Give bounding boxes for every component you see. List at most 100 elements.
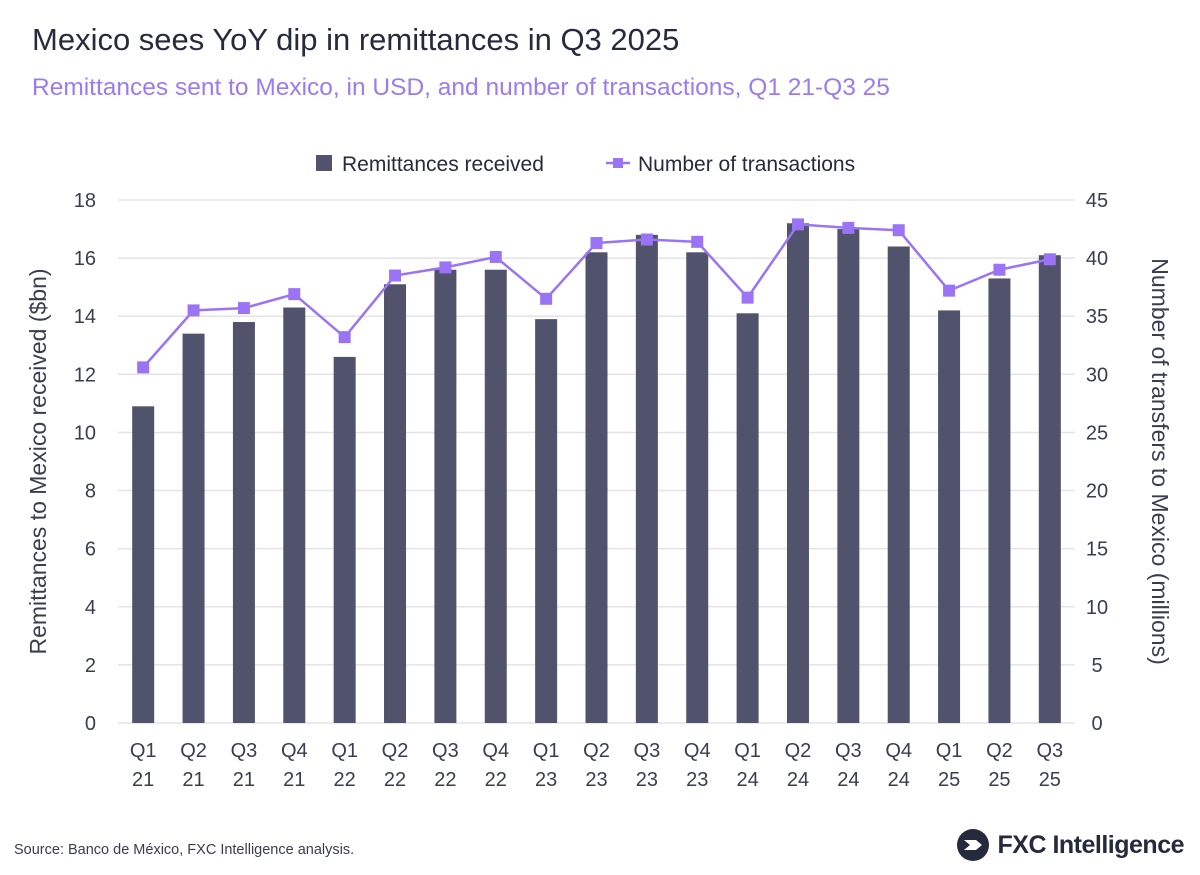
- point-q1-24: [741, 291, 754, 304]
- y-axis-label: Remittances to Mexico received ($bn): [25, 268, 51, 654]
- bar-q1-21: [132, 406, 155, 723]
- point-q3-23: [640, 233, 653, 246]
- y2-tick-label: 15: [1086, 539, 1108, 561]
- point-q4-22: [489, 250, 502, 263]
- legend-marker-swatch: [613, 158, 623, 168]
- chart-subtitle: Remittances sent to Mexico, in USD, and …: [32, 74, 890, 101]
- bar-q2-22: [384, 284, 407, 723]
- x-tick-label-quarter: Q3: [432, 740, 459, 762]
- point-q2-21: [187, 304, 200, 317]
- x-tick-label-quarter: Q1: [331, 740, 358, 762]
- bar-q3-21: [232, 322, 255, 723]
- x-tick-label-year: 24: [888, 769, 910, 791]
- x-tick-label-year: 23: [686, 769, 708, 791]
- bar-q2-24: [786, 223, 809, 723]
- bar-q1-23: [535, 319, 558, 723]
- point-q3-22: [439, 261, 452, 274]
- y2-tick-label: 30: [1086, 364, 1108, 386]
- y-tick-label: 2: [85, 655, 96, 677]
- bar-q3-24: [837, 229, 860, 724]
- bar-q1-24: [736, 313, 759, 723]
- point-q2-24: [791, 218, 804, 231]
- y2-tick-label: 5: [1091, 655, 1102, 677]
- point-q1-25: [943, 284, 956, 297]
- y2-tick-label: 10: [1086, 597, 1108, 619]
- point-q1-21: [137, 361, 150, 374]
- x-tick-label-year: 23: [636, 769, 658, 791]
- x-tick-label-year: 22: [485, 769, 507, 791]
- y2-tick-label: 35: [1086, 306, 1108, 328]
- bar-q1-25: [938, 310, 961, 723]
- y2-tick-label: 45: [1086, 190, 1108, 212]
- x-tick-label-quarter: Q3: [231, 740, 258, 762]
- x-tick-label-year: 21: [182, 769, 204, 791]
- chart-title: Mexico sees YoY dip in remittances in Q3…: [32, 22, 680, 57]
- y-tick-label: 14: [74, 306, 96, 328]
- point-q4-21: [288, 288, 301, 301]
- point-q2-23: [590, 237, 603, 250]
- x-tick-label-quarter: Q2: [986, 740, 1013, 762]
- y2-axis-label: Number of transfers to Mexico (millions): [1147, 258, 1173, 664]
- y2-tick-label: 0: [1091, 713, 1102, 735]
- fxc-logo: FXC Intelligence: [956, 828, 1185, 862]
- x-tick-label-quarter: Q3: [1036, 740, 1063, 762]
- point-q1-22: [338, 331, 351, 344]
- bar-q3-22: [434, 269, 457, 723]
- x-tick-label-year: 22: [384, 769, 406, 791]
- bar-q2-21: [182, 333, 205, 723]
- x-tick-label-quarter: Q1: [936, 740, 963, 762]
- bar-q2-25: [988, 278, 1011, 723]
- y-tick-label: 18: [74, 190, 96, 212]
- x-tick-label-quarter: Q3: [835, 740, 862, 762]
- legend-label-transactions: Number of transactions: [638, 153, 855, 176]
- bar-q4-22: [484, 269, 507, 723]
- x-tick-label-quarter: Q3: [634, 740, 661, 762]
- y2-tick-label: 25: [1086, 422, 1108, 444]
- fxc-logo-icon: [956, 829, 989, 861]
- bar-q4-21: [283, 307, 306, 723]
- bar-q3-25: [1038, 255, 1061, 723]
- x-tick-label-quarter: Q2: [382, 740, 409, 762]
- x-tick-label-quarter: Q4: [684, 740, 711, 762]
- y-tick-label: 4: [85, 597, 96, 619]
- x-tick-label-year: 25: [1039, 769, 1061, 791]
- y-tick-label: 0: [85, 713, 96, 735]
- x-tick-label-quarter: Q4: [885, 740, 912, 762]
- y-tick-label: 10: [74, 422, 96, 444]
- bar-q1-22: [333, 356, 356, 723]
- x-tick-label-year: 23: [585, 769, 607, 791]
- x-tick-label-year: 25: [938, 769, 960, 791]
- y-tick-label: 6: [85, 539, 96, 561]
- legend-label-remittances: Remittances received: [342, 153, 544, 176]
- point-q3-24: [842, 221, 855, 234]
- legend-bar-swatch: [316, 155, 332, 171]
- x-tick-label-quarter: Q1: [130, 740, 157, 762]
- x-tick-label-year: 23: [535, 769, 557, 791]
- point-q2-22: [389, 269, 402, 282]
- bar-q2-23: [585, 252, 608, 724]
- x-tick-label-year: 21: [233, 769, 255, 791]
- x-tick-label-year: 22: [334, 769, 356, 791]
- x-tick-label-quarter: Q1: [734, 740, 761, 762]
- x-tick-label-quarter: Q4: [281, 740, 308, 762]
- x-tick-label-quarter: Q2: [785, 740, 812, 762]
- x-tick-label-year: 24: [736, 769, 758, 791]
- bar-q4-23: [686, 252, 709, 724]
- x-tick-label-quarter: Q4: [482, 740, 509, 762]
- y2-tick-label: 40: [1086, 248, 1108, 270]
- x-tick-label-quarter: Q2: [180, 740, 207, 762]
- point-q4-23: [691, 235, 704, 248]
- source-note: Source: Banco de México, FXC Intelligenc…: [14, 842, 355, 858]
- logo-text: FXC Intelligence: [997, 830, 1185, 859]
- bar-q4-24: [887, 246, 910, 723]
- point-q1-23: [540, 292, 553, 305]
- x-tick-label-year: 21: [132, 769, 154, 791]
- x-tick-label-year: 24: [837, 769, 859, 791]
- x-tick-label-year: 24: [787, 769, 809, 791]
- y-tick-label: 12: [74, 364, 96, 386]
- y-tick-label: 8: [85, 481, 96, 503]
- point-q2-25: [993, 263, 1006, 276]
- y2-tick-label: 20: [1086, 481, 1108, 503]
- point-q4-24: [892, 224, 905, 237]
